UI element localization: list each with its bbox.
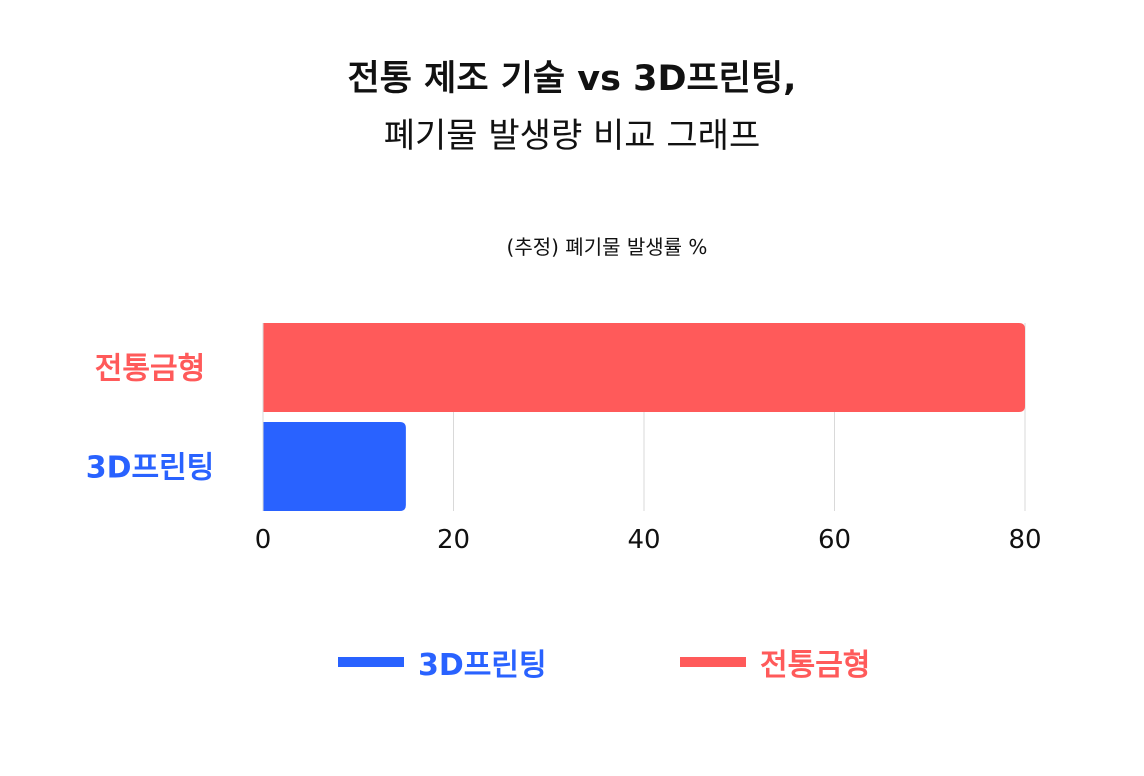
x-tick-label-0: 0 <box>255 525 272 555</box>
legend-item-traditional-mold: 전통금형 <box>680 640 870 684</box>
legend-label-traditional-mold: 전통금형 <box>760 648 871 683</box>
x-tick-label-80: 80 <box>1008 525 1041 555</box>
bar-traditional-mold <box>263 323 1025 412</box>
legend-label-3d-printing: 3D프린팅 <box>418 648 547 683</box>
category-label-traditional-mold: 전통금형 <box>95 352 205 387</box>
axis-caption: (추정) 폐기물 발생률 % <box>506 235 708 259</box>
chart-subtitle: 폐기물 발생량 비교 그래프 <box>383 116 761 156</box>
x-tick-label-40: 40 <box>627 525 660 555</box>
x-tick-label-20: 20 <box>437 525 470 555</box>
legend-swatch-traditional-mold <box>680 657 746 667</box>
category-label-3d-printing: 3D프린팅 <box>86 451 215 486</box>
x-tick-label-60: 60 <box>818 525 851 555</box>
legend-swatch-3d-printing <box>338 657 404 667</box>
bar-3d-printing <box>263 422 406 511</box>
legend-item-3d-printing: 3D프린팅 <box>338 640 547 684</box>
chart-title: 전통 제조 기술 vs 3D프린팅, <box>347 59 797 99</box>
